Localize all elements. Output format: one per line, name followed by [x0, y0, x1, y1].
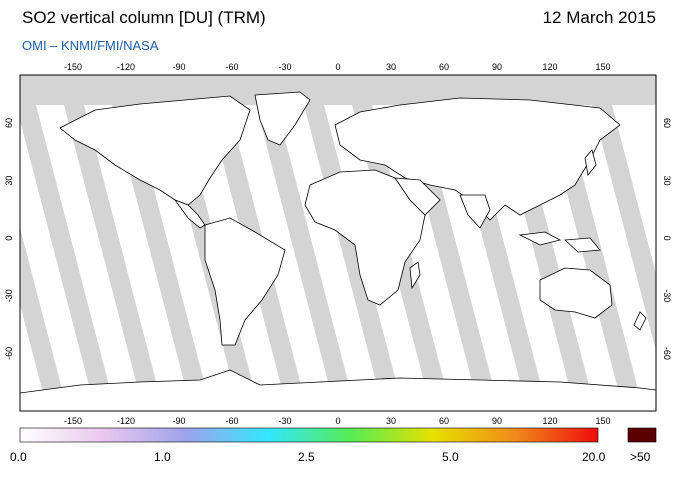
orbit-gap-swath	[20, 105, 111, 393]
latitude-ticks-left: 60 30 0 -30 -60	[4, 118, 14, 360]
longitude-tick-label: -30	[278, 62, 291, 72]
orbit-gap-swath	[64, 105, 159, 393]
colorbar-label-2: 2.5	[298, 450, 315, 464]
longitude-tick-label: 60	[439, 62, 449, 72]
southeast-asia-islands	[518, 231, 601, 253]
longitude-tick-label: 150	[595, 416, 610, 426]
map-frame	[19, 74, 657, 412]
greenland	[254, 91, 311, 146]
latitude-ticks-right: 60 30 0 -30 -60	[662, 118, 672, 360]
latitude-tick-label: 60	[662, 118, 672, 128]
map-title: SO2 vertical column [DU] (TRM)	[22, 8, 266, 27]
longitude-tick-label: 0	[335, 62, 340, 72]
arctic-no-data-band	[20, 75, 656, 105]
india	[459, 194, 491, 229]
south-america	[204, 217, 286, 346]
antarctica	[20, 369, 656, 411]
coastlines	[20, 91, 656, 411]
colorbar-label-3: 5.0	[442, 450, 459, 464]
colorbar-label-0: 0.0	[10, 450, 27, 464]
orbit-gap-swath	[256, 105, 351, 393]
longitude-tick-label: 90	[492, 416, 502, 426]
longitude-tick-label: 90	[492, 62, 502, 72]
latitude-tick-label: -30	[4, 289, 14, 302]
colorbar-label-4: 20.0	[582, 450, 606, 464]
madagascar	[409, 261, 421, 290]
longitude-tick-label: -120	[117, 416, 135, 426]
latitude-tick-label: -30	[662, 289, 672, 302]
longitude-tick-label: -60	[225, 416, 238, 426]
colorbar-label-over: >50	[630, 450, 651, 464]
latitude-tick-label: 30	[4, 176, 14, 186]
longitude-tick-label: 30	[386, 62, 396, 72]
new-zealand	[633, 311, 647, 331]
latitude-tick-label: -60	[662, 347, 672, 360]
latitude-tick-label: -60	[4, 347, 14, 360]
longitude-tick-label: -60	[225, 62, 238, 72]
orbit-gap-swath	[592, 105, 656, 351]
longitude-tick-label: -90	[172, 62, 185, 72]
map-date: 12 March 2015	[542, 8, 656, 27]
longitude-ticks-bottom: -150 -120 -90 -60 -30 0 30 60 90 120 150	[64, 416, 611, 426]
longitude-tick-label: -150	[64, 62, 82, 72]
latitude-tick-label: 0	[662, 236, 672, 241]
colorbar	[19, 427, 599, 443]
longitude-tick-label: -30	[278, 416, 291, 426]
longitude-tick-label: -90	[172, 416, 185, 426]
arabia	[394, 177, 441, 216]
australia	[539, 267, 613, 319]
north-america	[59, 95, 251, 206]
latitude-tick-label: 0	[4, 236, 14, 241]
longitude-tick-label: 60	[439, 416, 449, 426]
colorbar-label-1: 1.0	[154, 450, 171, 464]
longitude-tick-label: 120	[542, 416, 557, 426]
longitude-tick-label: 30	[386, 416, 396, 426]
colorbar-overflow-box	[627, 427, 657, 443]
longitude-tick-label: 0	[335, 416, 340, 426]
longitude-ticks-top: -150 -120 -90 -60 -30 0 30 60 90 120 150	[64, 62, 611, 72]
longitude-tick-label: 150	[595, 62, 610, 72]
japan	[584, 149, 597, 176]
longitude-tick-label: -120	[117, 62, 135, 72]
latitude-tick-label: 60	[4, 118, 14, 128]
longitude-tick-label: 120	[542, 62, 557, 72]
data-source: OMI – KNMI/FMI/NASA	[22, 38, 159, 53]
longitude-tick-label: -150	[64, 416, 82, 426]
orbit-gap-swath	[20, 227, 63, 393]
latitude-tick-label: 30	[662, 176, 672, 186]
africa	[304, 169, 426, 306]
